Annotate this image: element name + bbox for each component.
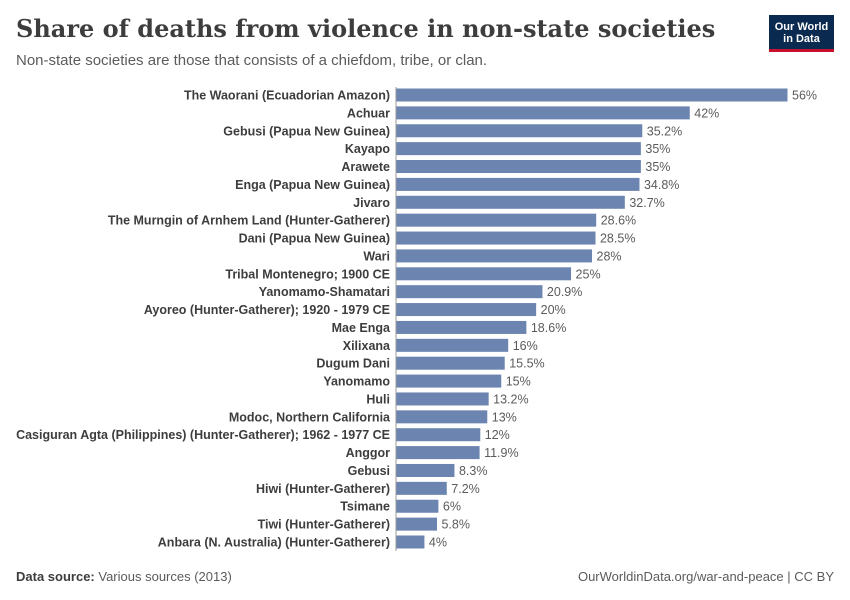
category-label: Gebusi (Papua New Guinea)	[223, 124, 390, 138]
value-label: 16%	[513, 339, 538, 353]
category-label: Kayapo	[345, 142, 391, 156]
category-label: Huli	[366, 392, 390, 406]
bar[interactable]	[396, 106, 690, 120]
bar[interactable]	[396, 285, 543, 299]
bar[interactable]	[396, 499, 439, 513]
bar[interactable]	[396, 267, 572, 281]
data-source-value[interactable]: Various sources (2013)	[98, 569, 232, 584]
value-label: 28%	[597, 249, 622, 263]
bar[interactable]	[396, 535, 425, 549]
bar-chart: The Waorani (Ecuadorian Amazon) 56% Achuar…	[16, 87, 817, 551]
category-label: Tsimane	[340, 500, 390, 514]
category-label: Anggor	[346, 446, 391, 460]
bar[interactable]	[396, 195, 625, 209]
bar[interactable]	[396, 142, 641, 156]
bar[interactable]	[396, 231, 596, 245]
category-label: Anbara (N. Australia) (Hunter-Gatherer)	[158, 536, 390, 550]
value-label: 32.7%	[629, 196, 664, 210]
category-label: Dani (Papua New Guinea)	[239, 232, 390, 246]
value-label: 25%	[576, 267, 601, 281]
value-label: 35%	[645, 160, 670, 174]
category-label: Yanomamo-Shamatari	[259, 285, 390, 299]
bar[interactable]	[396, 338, 509, 352]
value-label: 13.2%	[493, 392, 528, 406]
category-label: Arawete	[341, 160, 390, 174]
bar[interactable]	[396, 481, 447, 495]
value-label: 11.9%	[484, 446, 519, 460]
bar[interactable]	[396, 88, 788, 102]
category-label: Jivaro	[353, 196, 390, 210]
category-label: Tribal Montenegro; 1900 CE	[225, 267, 390, 281]
bar[interactable]	[396, 428, 481, 442]
bar[interactable]	[396, 463, 455, 477]
value-label: 20.9%	[547, 285, 582, 299]
category-label: Dugum Dani	[316, 357, 390, 371]
owid-logo[interactable]: Our World in Data	[769, 15, 834, 52]
value-label: 15%	[506, 375, 531, 389]
bar[interactable]	[396, 213, 597, 227]
category-label: The Murngin of Arnhem Land (Hunter-Gathe…	[108, 214, 390, 228]
value-label: 28.5%	[600, 232, 635, 246]
value-label: 28.6%	[601, 214, 636, 228]
bar[interactable]	[396, 517, 437, 531]
value-label: 42%	[694, 106, 719, 120]
category-label: Ayoreo (Hunter-Gatherer); 1920 - 1979 CE	[144, 303, 390, 317]
value-label: 7.2%	[451, 482, 480, 496]
bar[interactable]	[396, 392, 489, 406]
category-label: The Waorani (Ecuadorian Amazon)	[184, 89, 390, 103]
value-label: 35%	[645, 142, 670, 156]
category-label: Xilixana	[343, 339, 391, 353]
category-label: Wari	[363, 249, 390, 263]
category-label: Casiguran Agta (Philippines) (Hunter-Gat…	[16, 428, 390, 442]
value-label: 20%	[541, 303, 566, 317]
category-label: Yanomamo	[323, 375, 390, 389]
bar[interactable]	[396, 374, 502, 388]
bar[interactable]	[396, 249, 593, 263]
value-label: 4%	[429, 536, 447, 550]
bar[interactable]	[396, 410, 488, 424]
page-subtitle: Non-state societies are those that consi…	[16, 52, 488, 69]
value-label: 15.5%	[509, 357, 544, 371]
value-label: 18.6%	[531, 321, 566, 335]
value-label: 13%	[492, 410, 517, 424]
bar[interactable]	[396, 320, 527, 334]
value-label: 8.3%	[459, 464, 488, 478]
bar[interactable]	[396, 446, 480, 460]
value-label: 34.8%	[644, 178, 679, 192]
category-label: Achuar	[347, 106, 390, 120]
category-label: Gebusi	[348, 464, 390, 478]
value-label: 6%	[443, 500, 461, 514]
value-label: 12%	[485, 428, 510, 442]
category-label: Tiwi (Hunter-Gatherer)	[258, 518, 390, 532]
category-label: Hiwi (Hunter-Gatherer)	[256, 482, 390, 496]
category-label: Mae Enga	[332, 321, 391, 335]
data-source-label: Data source:	[16, 569, 95, 584]
category-label: Modoc, Northern California	[229, 410, 391, 424]
page-title: Share of deaths from violence in non-sta…	[16, 14, 716, 43]
category-label: Enga (Papua New Guinea)	[235, 178, 390, 192]
logo-line-1: Our World	[774, 21, 829, 33]
bar[interactable]	[396, 303, 537, 317]
data-source: Data source: Various sources (2013)	[16, 569, 232, 584]
logo-line-2: in Data	[783, 33, 820, 45]
bar[interactable]	[396, 356, 505, 370]
bar[interactable]	[396, 177, 640, 191]
value-label: 35.2%	[647, 124, 682, 138]
value-label: 5.8%	[441, 518, 470, 532]
value-label: 56%	[792, 89, 817, 103]
bar[interactable]	[396, 124, 643, 138]
credit-link[interactable]: OurWorldinData.org/war-and-peace | CC BY	[577, 569, 834, 584]
bar[interactable]	[396, 160, 641, 174]
